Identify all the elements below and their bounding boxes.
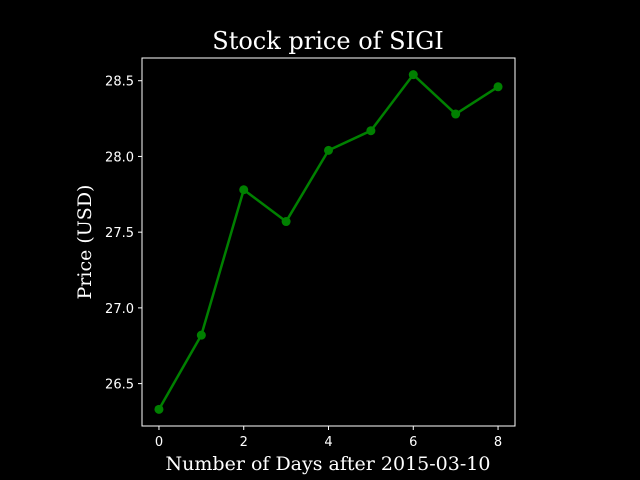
series-group bbox=[154, 70, 503, 414]
data-point bbox=[324, 145, 333, 155]
data-point bbox=[196, 330, 206, 340]
x-tick-label: 6 bbox=[409, 435, 417, 450]
y-axis: 26.5 27.0 27.5 28.0 28.5 bbox=[105, 75, 142, 393]
x-tick-label: 4 bbox=[324, 435, 332, 450]
y-tick-label: 27.5 bbox=[105, 226, 134, 241]
y-tick-label: 27.0 bbox=[105, 302, 134, 317]
x-axis: 0 2 4 6 8 bbox=[155, 426, 502, 450]
data-point bbox=[408, 70, 418, 80]
x-tick-label: 2 bbox=[240, 435, 248, 450]
data-point bbox=[154, 404, 164, 414]
data-point bbox=[366, 126, 376, 136]
y-tick-label: 28.0 bbox=[105, 150, 134, 165]
y-axis-label: Price (USD) bbox=[74, 185, 96, 300]
y-tick-label: 26.5 bbox=[105, 378, 134, 393]
data-point bbox=[493, 82, 503, 92]
plot-area bbox=[141, 57, 516, 427]
chart-title: Stock price of SIGI bbox=[212, 27, 443, 55]
y-tick-label: 28.5 bbox=[105, 75, 134, 90]
x-tick-label: 8 bbox=[494, 435, 502, 450]
data-point bbox=[451, 109, 461, 119]
data-point bbox=[239, 185, 249, 195]
x-axis-label: Number of Days after 2015-03-10 bbox=[166, 453, 491, 475]
data-point bbox=[281, 217, 291, 227]
x-tick-label: 0 bbox=[155, 435, 163, 450]
